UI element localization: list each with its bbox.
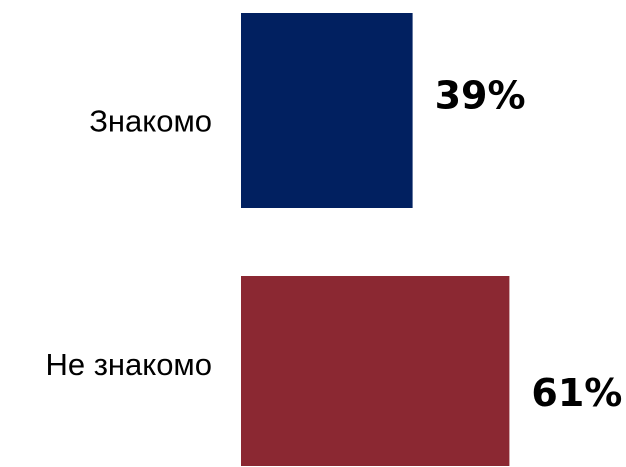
bar-2 xyxy=(241,276,510,466)
value-label-1: 39% xyxy=(435,74,526,118)
category-label-2: Не знакомо xyxy=(45,347,212,382)
bar-1 xyxy=(241,13,413,208)
value-label-2: 61% xyxy=(531,371,622,415)
category-label-1: Знакомо xyxy=(89,104,212,139)
